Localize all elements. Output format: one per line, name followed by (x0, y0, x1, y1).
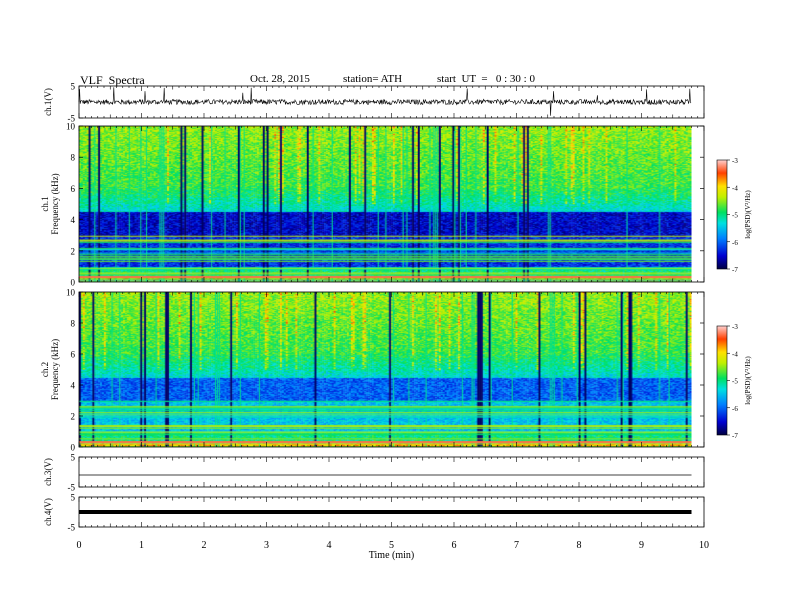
y-axis-label-2: Frequency (kHz) (50, 339, 60, 400)
ch1-waveform (78, 87, 692, 116)
y-tick-label-0-1: -5 (68, 114, 76, 124)
x-tick-label-1: 1 (139, 540, 144, 551)
y-tick-label-3-0: 5 (71, 453, 76, 463)
colorbar-tick-label-2-3: -6 (732, 405, 738, 413)
y-tick-label-3-1: -5 (68, 483, 76, 493)
y-tick-label-2-2: 4 (71, 381, 76, 391)
panel-frame-0 (78, 85, 705, 119)
x-tick-label-0: 0 (77, 540, 82, 551)
x-tick-label-4: 4 (327, 540, 332, 551)
y-tick-label-1-4: 8 (71, 153, 76, 163)
spectrogram-ch2 (79, 292, 692, 447)
x-tick-label-3: 3 (264, 540, 269, 551)
x-tick-label-2: 2 (202, 540, 207, 551)
y-tick-label-2-5: 10 (66, 288, 76, 298)
spectrogram-ch1 (79, 126, 692, 282)
colorbar-tick-label-2-2: -5 (732, 378, 738, 386)
colorbar-tick-label-2-1: -4 (732, 350, 738, 358)
start-time-label: start UT = 0 : 30 : 0 (437, 73, 535, 85)
colorbar-tick-label-2-0: -3 (732, 323, 738, 331)
colorbar-tick-label-2-4: -7 (732, 432, 738, 440)
x-axis-label: Time (min) (369, 550, 414, 561)
x-tick-label-9: 9 (639, 540, 644, 551)
date-label: Oct. 28, 2015 (250, 73, 310, 85)
colorbar-1 (716, 159, 728, 270)
y-tick-label-4-0: 5 (71, 493, 76, 503)
panel-label-1: ch.1 (40, 196, 50, 211)
y-tick-label-1-3: 6 (71, 184, 76, 194)
y-tick-label-0-0: 5 (71, 82, 76, 92)
panel-frame-3 (78, 456, 705, 488)
y-axis-label-1: Frequency (kHz) (50, 173, 60, 234)
y-axis-label-4: ch.4(V) (43, 498, 53, 526)
y-tick-label-1-2: 4 (71, 215, 76, 225)
y-tick-label-2-3: 6 (71, 350, 76, 360)
panel-frame-1 (78, 125, 705, 283)
y-axis-label-0: ch.1(V) (43, 88, 53, 116)
y-tick-label-2-4: 8 (71, 319, 76, 329)
x-tick-label-7: 7 (514, 540, 519, 551)
y-tick-label-1-1: 2 (71, 246, 76, 256)
colorbar-tick-label-1-3: -6 (732, 239, 738, 247)
x-tick-label-10: 10 (699, 540, 709, 551)
panel-label-2: ch.2 (40, 362, 50, 377)
colorbar-label-2: log(PSD)(V²/Hz) (744, 356, 752, 405)
colorbar-tick-label-1-2: -5 (732, 212, 738, 220)
y-axis-label-3: ch.3(V) (43, 458, 53, 486)
panel-frame-4 (78, 496, 705, 528)
y-tick-label-2-1: 2 (71, 412, 76, 422)
station-label: station= ATH (343, 73, 403, 85)
y-tick-label-2-0: 0 (71, 443, 76, 453)
colorbar-tick-label-1-4: -7 (732, 266, 738, 274)
panel-frame-2 (78, 291, 705, 448)
y-tick-label-4-1: -5 (68, 523, 76, 533)
colorbar-label-1: log(PSD)(V²/Hz) (744, 190, 752, 239)
x-tick-label-6: 6 (452, 540, 457, 551)
colorbar-tick-label-1-1: -4 (732, 184, 738, 192)
x-tick-label-8: 8 (577, 540, 582, 551)
chart-title: VLF Spectra (80, 73, 145, 87)
y-tick-label-1-0: 0 (71, 278, 76, 288)
y-tick-label-1-5: 10 (66, 122, 76, 132)
x-tick-label-5: 5 (389, 540, 394, 551)
colorbar-2 (716, 325, 728, 436)
colorbar-tick-label-1-0: -3 (732, 157, 738, 165)
